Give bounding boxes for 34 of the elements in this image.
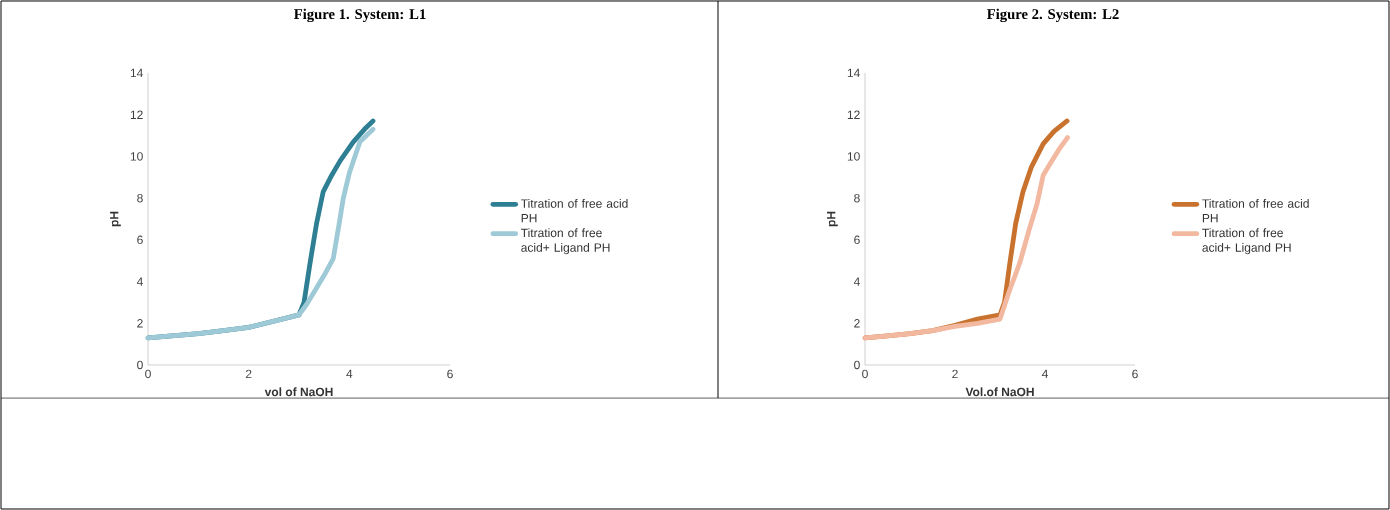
legend-label: Titration of free acid PH <box>1202 198 1309 223</box>
y-tick-label: 4 <box>136 277 143 286</box>
legend-label: Titration of free acid+ Ligand PH <box>1202 228 1291 255</box>
legend-label: Titration of free acid PH <box>521 198 628 223</box>
chart-title: Figure 2. System: L2 <box>986 8 1119 23</box>
y-tick-label: 2 <box>137 319 143 328</box>
y-tick-label: 6 <box>854 235 860 245</box>
y-tick-label: 10 <box>847 152 860 161</box>
x-tick-label: 2 <box>952 369 958 379</box>
chart-title: Figure 1. System: L1 <box>294 8 426 23</box>
y-tick-label: 14 <box>847 68 860 78</box>
x-tick-label: 2 <box>245 369 252 379</box>
y-tick-label: 14 <box>130 68 143 78</box>
x-tick-label: 0 <box>145 369 151 379</box>
y-tick-label: 0 <box>854 360 860 370</box>
x-axis-title: vol of NaOH <box>264 387 333 397</box>
y-tick-label: 0 <box>137 360 143 370</box>
x-axis-title: Vol.of NaOH <box>965 387 1034 397</box>
y-tick-label: 10 <box>130 152 143 161</box>
y-tick-label: 4 <box>853 277 860 286</box>
x-tick-label: 4 <box>1041 369 1048 378</box>
y-axis-title: pH <box>827 211 838 227</box>
x-tick-label: 6 <box>1132 369 1138 379</box>
y-tick-label: 8 <box>137 193 143 203</box>
y-axis-title: pH <box>110 211 121 227</box>
x-tick-label: 4 <box>346 369 353 378</box>
y-tick-label: 6 <box>137 235 143 245</box>
x-tick-label: 0 <box>862 369 868 379</box>
y-tick-label: 12 <box>847 110 860 119</box>
x-tick-label: 6 <box>447 369 453 379</box>
legend-label: Titration of free acid+ Ligand PH <box>521 228 610 255</box>
y-tick-label: 12 <box>130 110 143 119</box>
y-tick-label: 8 <box>854 193 860 203</box>
y-tick-label: 2 <box>854 319 860 328</box>
